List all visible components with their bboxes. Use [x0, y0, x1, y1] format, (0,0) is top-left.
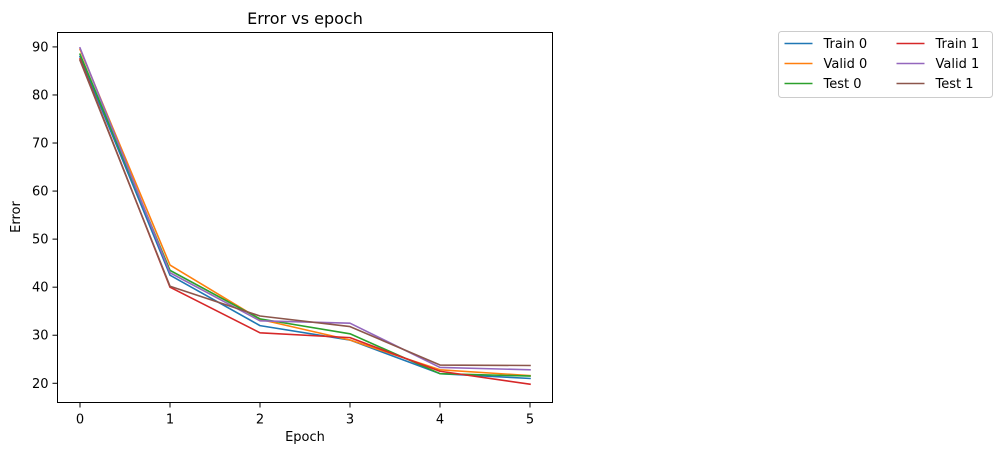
axis-ticks: 0 1 2 3 4 5 20 30 40 50 60 70 80 90 — [32, 40, 534, 427]
axes-frame — [57, 32, 553, 403]
legend-label: Valid 0 — [824, 57, 868, 72]
legend-entry-valid-1: Valid 1 — [896, 57, 980, 72]
chart-title: Error vs epoch — [247, 9, 363, 28]
legend-entry-train-0: Train 0 — [784, 37, 868, 52]
legend-label: Valid 1 — [936, 57, 980, 72]
series-line-valid-0 — [78, 48, 531, 377]
x-tick-label: 3 — [346, 413, 354, 428]
legend-label: Test 1 — [935, 77, 974, 92]
legend-label: Train 0 — [823, 37, 868, 52]
x-tick-label: 1 — [166, 413, 174, 428]
y-tick-label: 60 — [32, 185, 49, 200]
x-tick-label: 0 — [76, 413, 84, 428]
x-axis-label: Epoch — [285, 430, 325, 445]
y-tick-label: 70 — [32, 137, 49, 152]
x-tick-label: 4 — [436, 413, 444, 428]
x-tick-label: 2 — [256, 413, 264, 428]
legend-label: Train 1 — [935, 37, 980, 52]
x-tick-label: 5 — [526, 413, 534, 428]
y-tick-label: 50 — [32, 233, 49, 248]
legend-box — [778, 31, 993, 98]
legend-label: Test 0 — [823, 77, 862, 92]
legend-entry-train-1: Train 1 — [896, 37, 980, 52]
legend-entry-test-1: Test 1 — [896, 77, 974, 92]
legend: Train 0 Valid 0 Test 0 Train 1 Valid 1 Test 1 — [778, 31, 993, 98]
y-axis-label: Error — [9, 201, 24, 233]
y-tick-label: 90 — [32, 40, 49, 55]
y-tick-label: 30 — [32, 329, 49, 344]
legend-entry-test-0: Test 0 — [784, 77, 862, 92]
series-lines — [78, 46, 531, 386]
y-tick-label: 80 — [32, 88, 49, 103]
y-tick-label: 40 — [32, 281, 49, 296]
series-line-test-1 — [78, 59, 531, 367]
legend-entry-valid-0: Valid 0 — [784, 57, 868, 72]
y-tick-label: 20 — [32, 377, 49, 392]
